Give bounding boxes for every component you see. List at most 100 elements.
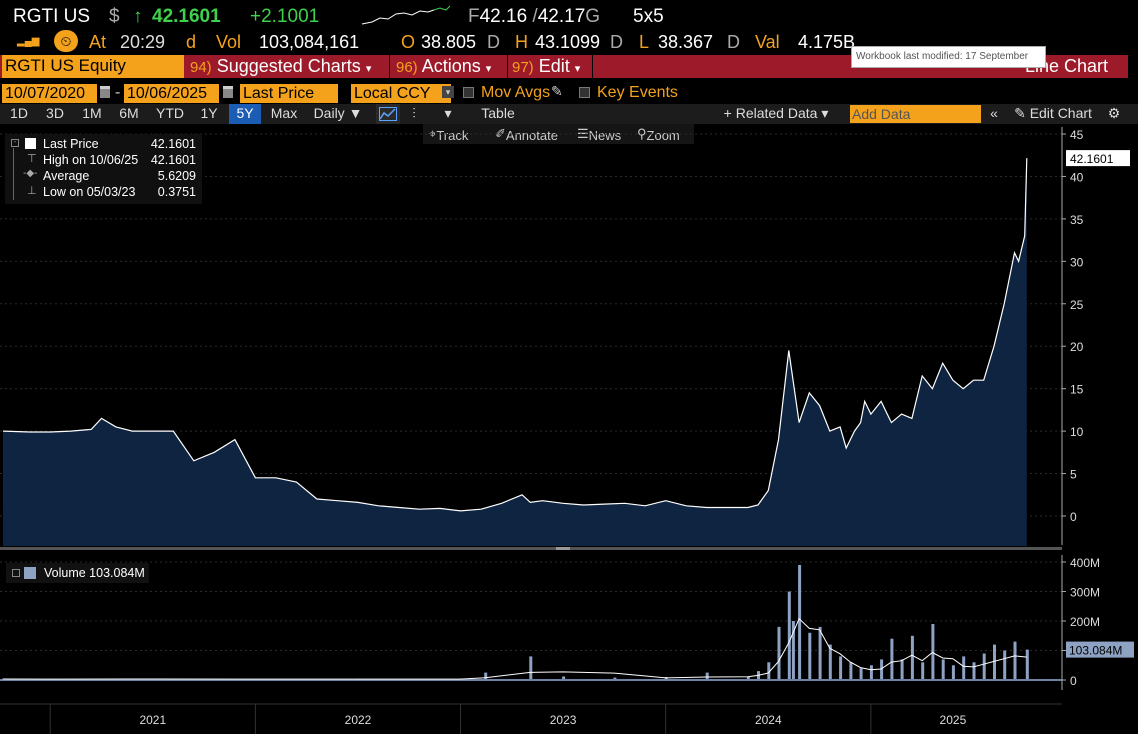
calendar-icon[interactable]: [223, 86, 233, 98]
price-legend: - Last Price 42.1601 ⊤ High on 10/06/25 …: [5, 134, 202, 204]
volume-value: 103,084,161: [259, 32, 360, 52]
at-label: At: [89, 32, 107, 52]
last-price-badge-label: 42.1601: [1070, 152, 1114, 166]
series-swatch: [25, 138, 36, 149]
volume-bar: [921, 662, 925, 680]
volume-bar: [798, 565, 802, 680]
line-chart-icon[interactable]: [376, 104, 400, 124]
menu-divider: [592, 55, 593, 78]
candle-chart-icon[interactable]: ⫶: [412, 105, 416, 121]
price-tick-label: 35: [1070, 213, 1084, 227]
news-tool[interactable]: ☰ News: [577, 126, 622, 143]
edit-menu[interactable]: 97) Edit ▾: [512, 56, 581, 76]
key-events-checkbox[interactable]: [579, 87, 590, 98]
last-price-badge: [1066, 150, 1130, 167]
volume-bar: [890, 638, 894, 680]
add-data-input[interactable]: Add Data: [850, 105, 981, 123]
toolbar: 1D 3D 1M 6M YTD 1Y 5Y Max Daily ▼ ⫶ ▾ Ta…: [0, 104, 1138, 124]
range-max[interactable]: Max: [270, 105, 298, 121]
x-tick-label: 2025: [940, 713, 967, 727]
ticker-symbol[interactable]: RGTI US: [13, 6, 91, 27]
range-1m[interactable]: 1M: [82, 105, 102, 121]
price-tick-label: 5: [1070, 468, 1077, 482]
menu-divider: [389, 55, 390, 78]
legend-last-value: 42.1601: [150, 137, 196, 151]
collapse-icon[interactable]: «: [990, 105, 998, 121]
volume-bar: [705, 672, 709, 680]
low-value: 38.367: [658, 32, 714, 52]
legend-high-value: 42.1601: [150, 153, 196, 167]
legend-average-label: Average: [43, 169, 90, 183]
volume-bar: [941, 659, 945, 680]
range-ytd[interactable]: YTD: [156, 105, 184, 121]
volume-bar: [1013, 641, 1017, 680]
end-date-field[interactable]: 10/06/2025: [124, 84, 219, 103]
range-6m[interactable]: 6M: [119, 105, 139, 121]
low-label: L: [639, 32, 650, 52]
legend-high-label: High on 10/06/25: [43, 153, 139, 167]
volume-bar: [791, 621, 795, 680]
mov-avgs-checkbox[interactable]: [463, 87, 474, 98]
quote-details-row: ▂▄▆ ⏲ At 20:29 d Vol 103,084,161 O 38.80…: [0, 30, 1138, 54]
track-tool[interactable]: ⌖ Track: [429, 126, 469, 143]
expand-icon[interactable]: [12, 569, 20, 577]
volume-average-line: [2, 617, 1027, 680]
workbook-tooltip: Workbook last modified: 17 September: [851, 46, 1046, 68]
panel-divider: [0, 547, 1062, 550]
open-value: 38.805: [421, 32, 477, 52]
edit-chart-button[interactable]: ✎ Edit Chart: [1014, 105, 1092, 121]
currency-selector[interactable]: Local CCY: [351, 84, 451, 103]
range-1y[interactable]: 1Y: [200, 105, 218, 121]
range-5y[interactable]: 5Y: [229, 104, 261, 124]
price-tick-label: 30: [1070, 255, 1084, 269]
x-axis-band: [0, 703, 1138, 734]
up-arrow-icon: ↑: [133, 6, 143, 27]
key-events-label[interactable]: Key Events: [597, 84, 678, 101]
chevron-down-icon[interactable]: ▾: [442, 86, 454, 98]
mov-avgs-label[interactable]: Mov Avgs: [481, 84, 551, 101]
range-1d[interactable]: 1D: [10, 105, 28, 121]
last-volume-badge: [1066, 641, 1134, 658]
frequency-dropdown[interactable]: Daily ▼: [313, 105, 363, 121]
pencil-icon[interactable]: ✎: [551, 83, 563, 99]
volume-bar: [910, 635, 914, 681]
val-value: 4.175B: [798, 32, 856, 52]
volume-bar: [880, 659, 884, 680]
clock-icon[interactable]: ⏲: [54, 30, 78, 52]
x-tick-label: 2023: [550, 713, 577, 727]
security-field[interactable]: RGTI US Equity: [2, 55, 184, 78]
high-value: 43.1099: [535, 32, 601, 52]
volume-bar: [839, 656, 843, 680]
expand-icon[interactable]: -: [11, 139, 19, 147]
table-button[interactable]: Table: [481, 105, 515, 121]
legend-average-value: 5.6209: [157, 169, 196, 183]
suggested-charts-menu[interactable]: 94) Suggested Charts ▾: [190, 56, 372, 76]
price-tick-label: 40: [1070, 170, 1084, 184]
volume-bar: [962, 656, 966, 680]
field-selector[interactable]: Last Price: [240, 84, 338, 103]
open-label: O: [401, 32, 416, 52]
start-date-field[interactable]: 10/07/2020: [2, 84, 97, 103]
price-tick-label: 10: [1070, 425, 1084, 439]
gear-icon[interactable]: ⚙: [1107, 105, 1121, 121]
actions-menu[interactable]: 96) Actions ▾: [396, 56, 492, 76]
volume-tick-label: 200M: [1070, 615, 1100, 629]
related-data-button[interactable]: + Related Data ▾: [723, 105, 829, 121]
volume-bar: [787, 591, 791, 680]
price-tick-label: 15: [1070, 383, 1084, 397]
volume-bar: [859, 668, 863, 680]
low-marker-icon: ⊥: [27, 185, 37, 197]
price-tick-label: 20: [1070, 340, 1084, 354]
volume-bar: [993, 644, 996, 680]
price-area: [3, 158, 1027, 546]
range-3d[interactable]: 3D: [46, 105, 64, 121]
volume-bar: [1025, 649, 1029, 680]
volume-tick-label: 400M: [1070, 556, 1100, 570]
vol-label: Vol: [216, 32, 242, 52]
chevron-down-icon[interactable]: ▾: [444, 105, 452, 121]
volume-bar: [777, 626, 781, 680]
signal-icon: ▂▄▆: [17, 36, 40, 47]
volume-bar: [828, 644, 832, 680]
calendar-icon[interactable]: [100, 86, 110, 98]
